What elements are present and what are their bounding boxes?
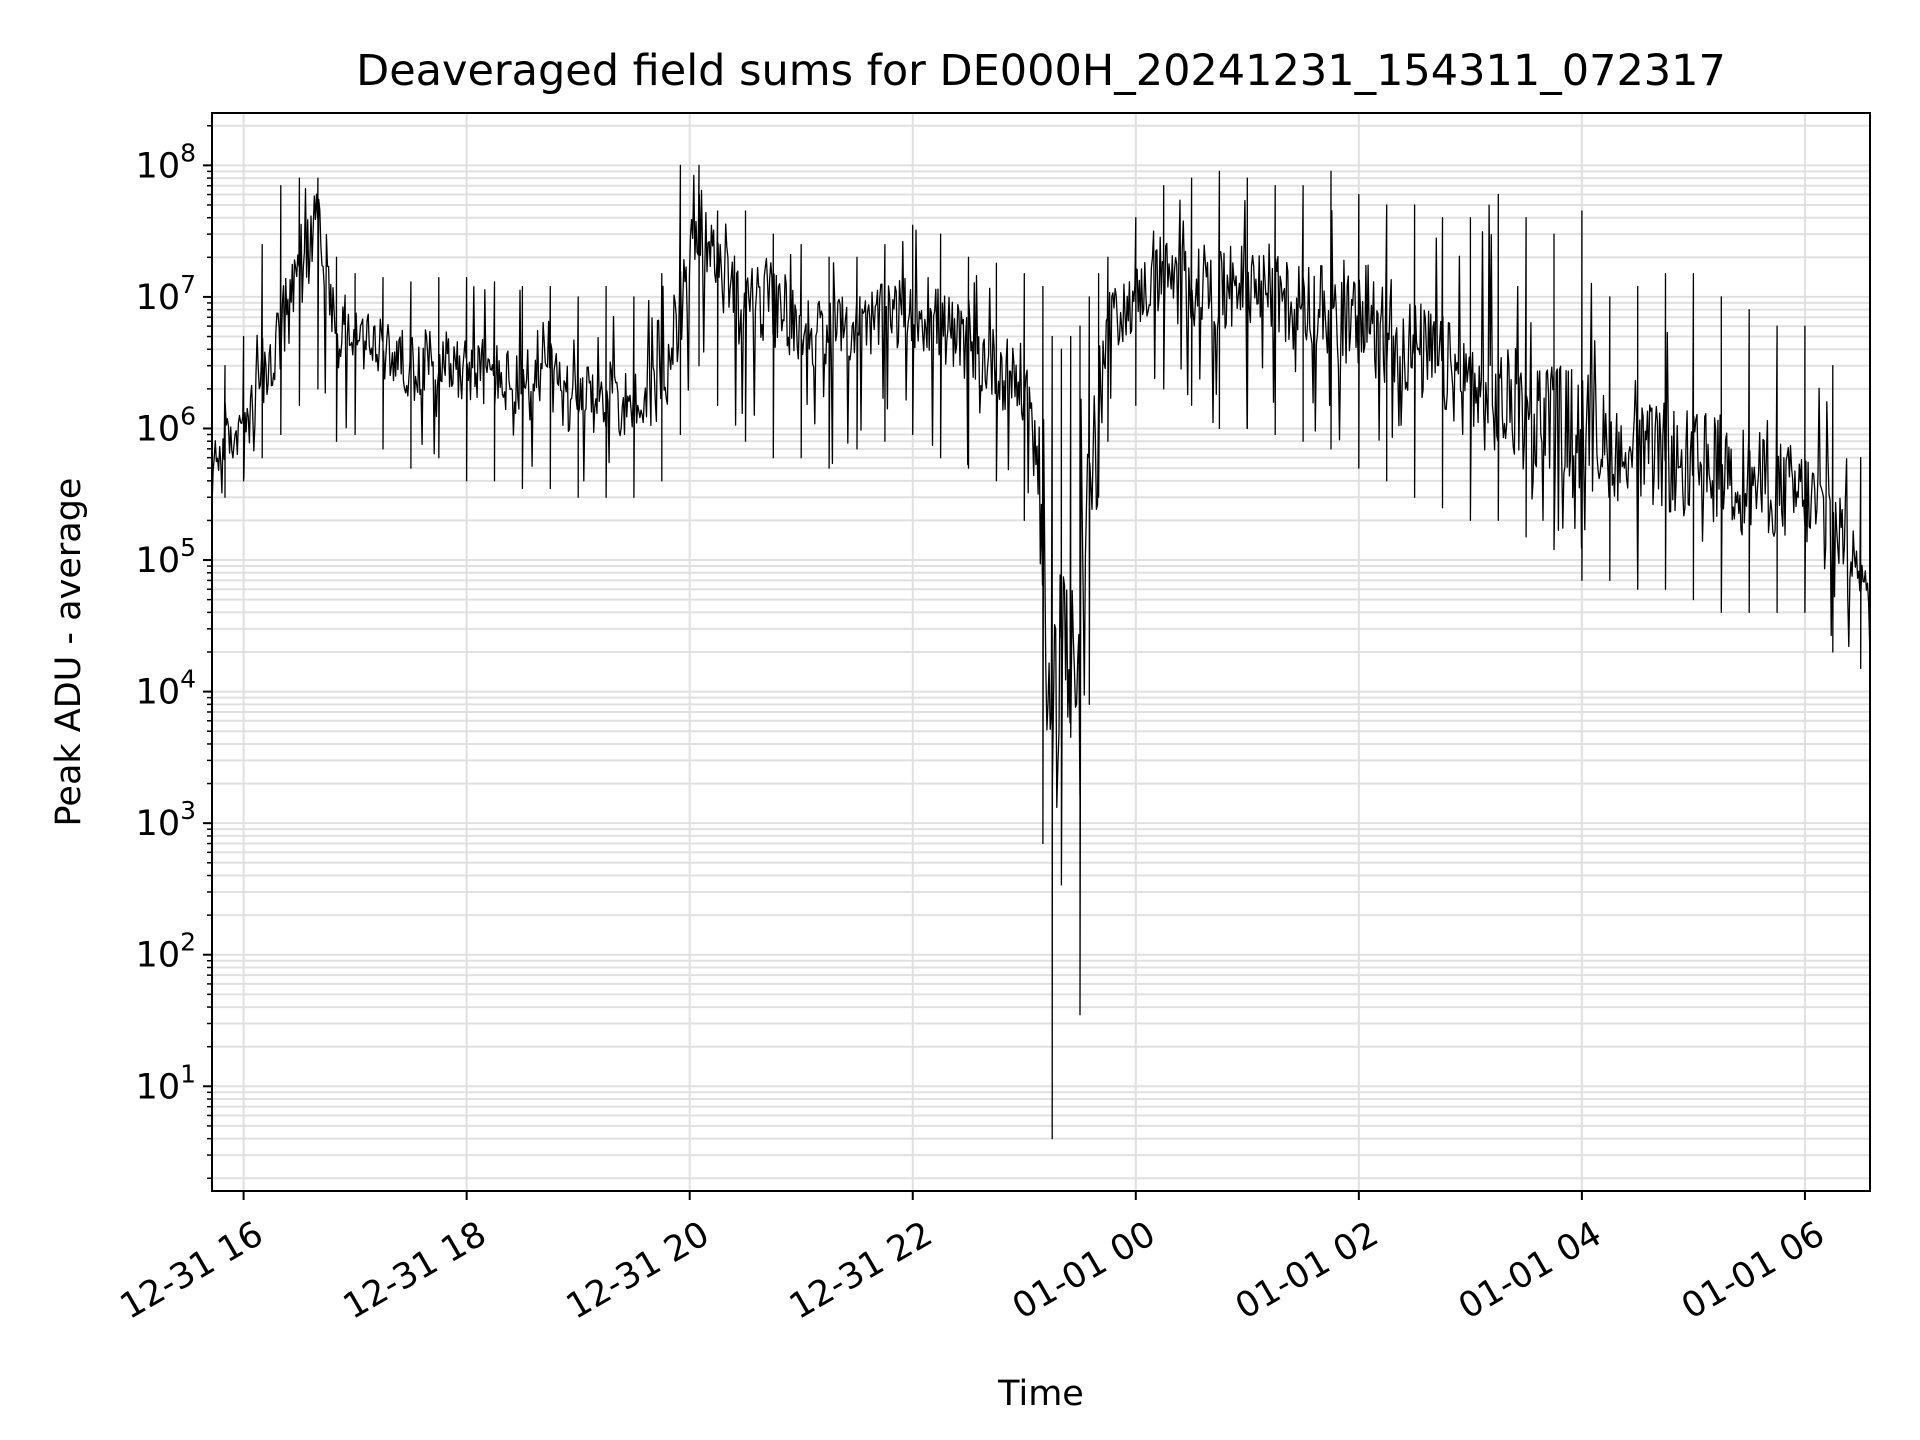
x-tick-label: 01-01 06 — [1675, 1214, 1831, 1327]
x-tick-label: 01-01 04 — [1452, 1214, 1608, 1327]
y-tick-label: 101 — [136, 1059, 196, 1107]
x-axis-label: Time — [997, 1374, 1084, 1414]
y-tick-label: 105 — [136, 533, 196, 581]
chart-title: Deaveraged field sums for DE000H_2024123… — [356, 46, 1726, 96]
x-tick-label: 12-31 16 — [114, 1214, 270, 1327]
x-tick-label: 12-31 22 — [783, 1214, 939, 1327]
y-tick-label: 102 — [136, 928, 196, 976]
y-axis-label: Peak ADU - average — [49, 478, 89, 827]
x-tick-label: 01-01 00 — [1006, 1214, 1162, 1327]
x-tick-label: 01-01 02 — [1229, 1214, 1385, 1327]
x-tick-label: 12-31 20 — [560, 1214, 716, 1327]
y-tick-label: 106 — [136, 401, 196, 449]
series-line-0 — [211, 164, 1871, 1140]
grid — [212, 113, 1870, 1191]
y-tick-label: 103 — [136, 796, 196, 844]
y-tick-label: 108 — [136, 138, 196, 186]
x-tick-label: 12-31 18 — [337, 1214, 493, 1327]
x-axis: 12-31 16 12-31 18 12-31 20 12-31 22 01-01 00… — [114, 1191, 1831, 1327]
y-tick-label: 104 — [136, 665, 196, 713]
y-tick-label: 107 — [136, 270, 196, 318]
y-axis: 101 102 103 104 105 106 107 108 — [136, 124, 212, 1180]
series-line — [211, 164, 1871, 1140]
